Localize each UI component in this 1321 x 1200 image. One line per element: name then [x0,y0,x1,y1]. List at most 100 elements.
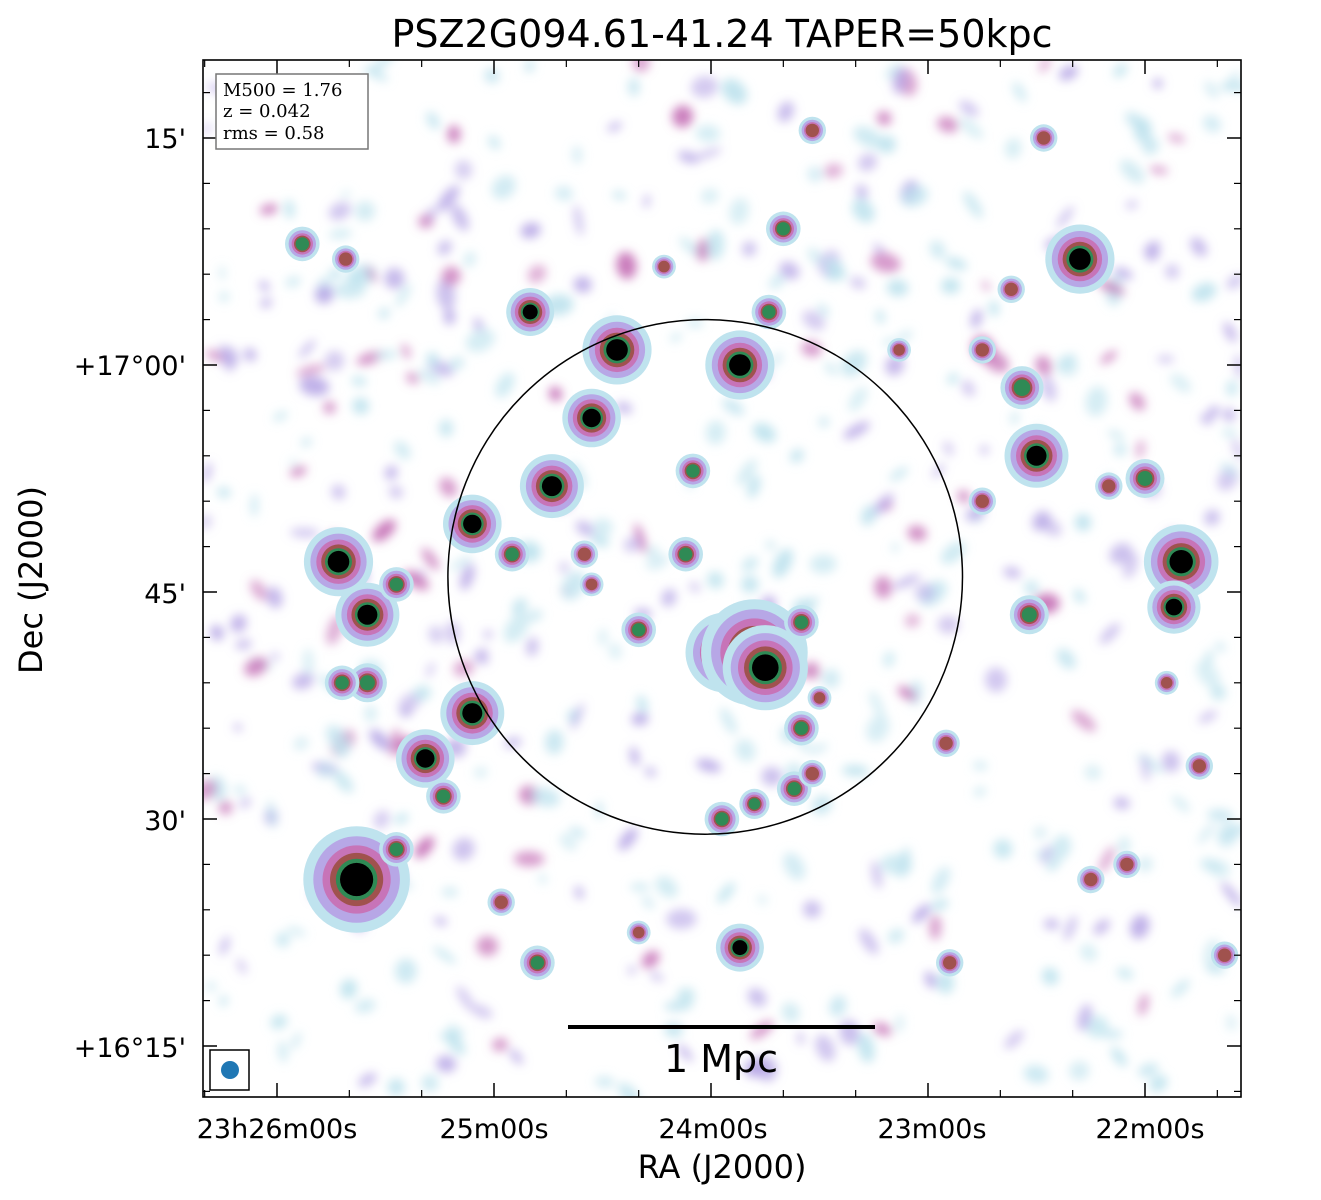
noise-blob [616,251,637,280]
noise-blob [1116,967,1134,980]
radio-source [621,612,656,648]
noise-blob [421,547,440,571]
radio-source [887,338,911,362]
radio-source [285,226,320,262]
noise-blob [1204,509,1220,526]
noise-blob [781,1002,800,1023]
radio-source [1030,124,1058,152]
noise-blob [574,885,584,900]
noise-blob [1113,63,1128,78]
noise-blob [572,145,583,164]
radio-source [997,275,1025,303]
noise-blob [893,574,921,589]
radio-source [798,759,826,788]
noise-blob [629,746,640,766]
noise-blob [1202,115,1222,133]
noise-blob [273,411,288,422]
radio-source [1045,224,1115,294]
noise-blob [331,484,346,500]
noise-blob [1141,755,1150,782]
noise-blob [880,854,913,876]
noise-blob [851,198,875,223]
noise-blob [364,705,377,722]
noise-blob [289,466,307,477]
noise-blob [907,525,927,542]
source-contour [436,789,451,803]
noise-blob [707,571,724,589]
y-tick-label: +16°15' [74,1033,186,1064]
noise-blob [817,303,830,317]
noise-blob [333,741,348,758]
noise-blob [449,555,473,571]
source-contour [813,692,826,704]
source-contour [494,895,508,909]
noise-blob [439,477,458,498]
noise-blob [1100,350,1117,364]
noise-blob [525,609,543,622]
noise-blob [1085,386,1108,417]
noise-blob [1023,1065,1049,1083]
noise-blob [866,714,890,743]
noise-blob [221,346,239,367]
noise-blob [807,166,823,182]
noise-blob [1113,267,1133,280]
noise-blob [525,637,539,657]
y-tick-label: +17°00' [74,351,186,382]
noise-blob [1077,1003,1092,1032]
noise-blob [1051,834,1072,860]
noise-blob [857,1033,875,1063]
noise-blob [1195,660,1221,689]
source-layer [285,116,1278,1026]
noise-blob [643,194,650,208]
noise-blob [443,308,456,325]
noise-blob [561,571,586,601]
noise-blob [418,214,434,229]
noise-blob [860,505,877,526]
noise-blob [929,914,942,941]
noise-blob [1197,823,1215,844]
radio-source [766,211,801,247]
noise-blob [570,702,584,731]
noise-blob [757,895,768,905]
x-tick-label: 22m00s [1095,1114,1204,1145]
noise-blob [631,712,649,726]
noise-blob [434,916,448,926]
noise-blob [988,300,1000,317]
noise-blob [452,837,475,861]
noise-blob [761,766,783,787]
source-contour [658,260,670,273]
noise-blob [1130,914,1150,939]
source-contour [776,222,790,236]
noise-blob [904,613,920,628]
source-contour [729,354,751,376]
noise-blob [973,787,986,797]
noise-blob [471,1004,493,1019]
noise-blob [970,309,983,329]
radio-source [751,294,787,330]
radio-source [722,625,808,711]
noise-blob [672,105,694,128]
noise-blob [843,421,870,440]
radio-source [426,779,461,814]
source-contour [787,782,801,796]
noise-blob [417,369,441,385]
noise-blob [1064,915,1077,941]
noise-blob [373,810,390,829]
noise-blob [608,642,622,660]
noise-blob [1058,65,1079,81]
noise-blob [473,767,488,778]
noise-blob [323,401,336,414]
source-contour [794,615,809,629]
radio-source [332,245,360,273]
noise-blob [394,958,417,984]
radio-source [335,582,400,647]
noise-blob [453,660,475,677]
source-contour [357,604,378,625]
noise-blob [421,1074,439,1092]
noise-blob [340,979,358,999]
source-contour [1258,1006,1278,1026]
noise-blob [1056,648,1076,670]
noise-blob [802,900,822,919]
noise-blob [1110,1047,1127,1067]
noise-blob [289,528,320,538]
